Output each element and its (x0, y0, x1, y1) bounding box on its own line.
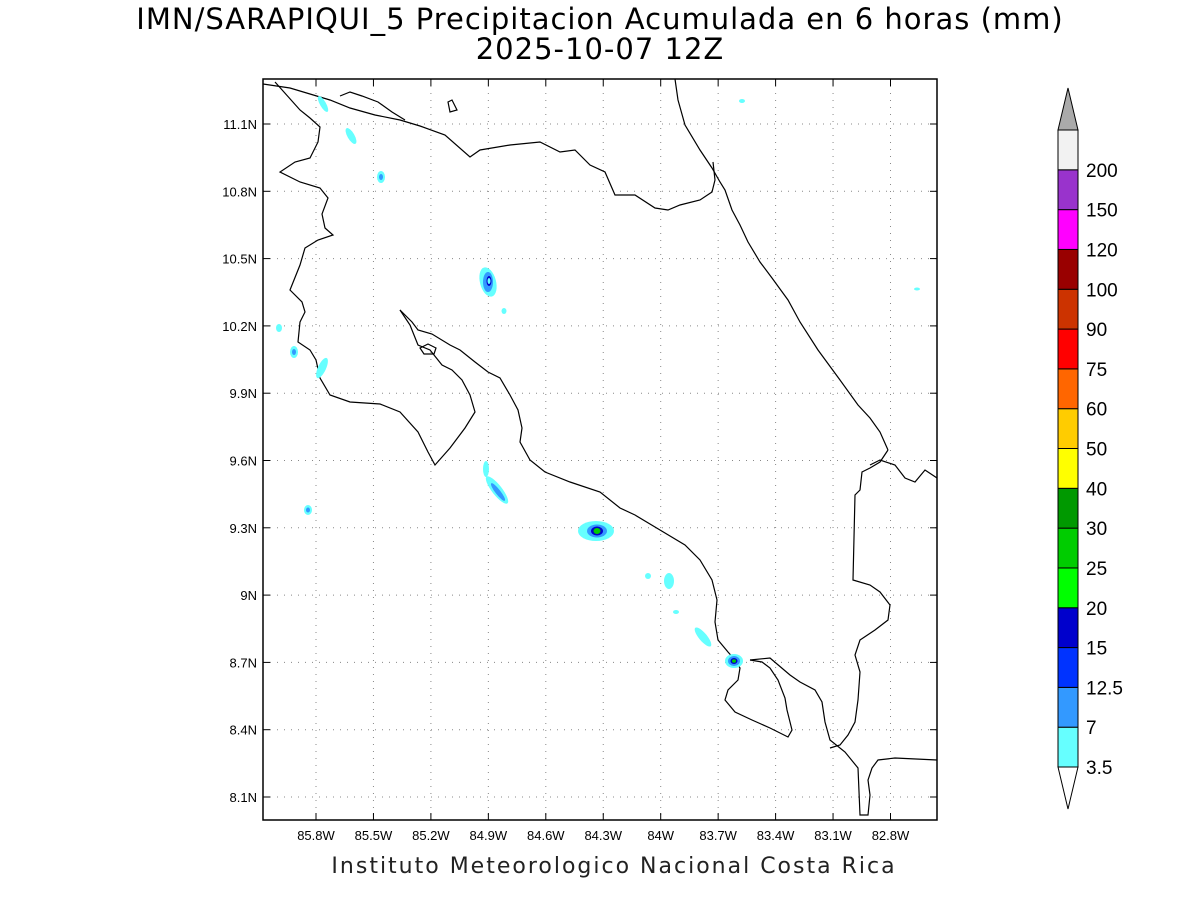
colorbar-swatch (1057, 527, 1079, 569)
colorbar-label: 50 (1086, 440, 1107, 461)
lake-nicaragua-shore (263, 83, 716, 211)
precipitation-overlay (276, 96, 920, 668)
rain-cell (377, 171, 385, 183)
panama-caribbean-coast (869, 459, 937, 483)
rain-cell (725, 654, 743, 668)
colorbar-under-triangle (1057, 766, 1079, 810)
longitude-label: 85.8W (297, 828, 335, 843)
rain-cell (914, 287, 920, 291)
latitude-axis: 11.1N 10.8N 10.5N 10.2N 9.9N 9.6N 9.3N 9N 8.7N 8.… (222, 117, 257, 805)
colorbar-label: 12.5 (1086, 678, 1123, 699)
colorbar-swatch (1057, 448, 1079, 489)
lake-island (447, 99, 458, 113)
colorbar-label: 25 (1086, 559, 1107, 580)
colorbar-label: 60 (1086, 400, 1107, 421)
longitude-label: 84.3W (584, 828, 622, 843)
colorbar-swatch (1057, 408, 1079, 449)
rain-cell (501, 308, 507, 314)
longitude-label: 84W (647, 828, 674, 843)
panama-border (829, 449, 891, 749)
colorbar-label: 150 (1086, 201, 1118, 222)
colorbar-label: 90 (1086, 320, 1107, 341)
rain-cell (317, 96, 329, 112)
rain-cell (645, 573, 651, 579)
rain-cell (276, 324, 282, 332)
caribbean-coastline (674, 79, 889, 451)
colorbar-label: 40 (1086, 479, 1107, 500)
longitude-label: 85.2W (412, 828, 450, 843)
latitude-label: 9.3N (230, 521, 257, 536)
colorbar-swatch (1057, 328, 1079, 370)
map-frame (262, 78, 938, 821)
latitude-label: 8.1N (230, 790, 257, 805)
nicoya-island (419, 343, 437, 355)
colorbar-label: 75 (1086, 360, 1107, 381)
rain-cell (290, 346, 298, 358)
colorbar-label: 30 (1086, 519, 1107, 540)
rain-cell (664, 573, 674, 589)
colorbar-swatch (1057, 129, 1079, 171)
colorbar-swatch (1057, 169, 1079, 211)
colorbar-label: 120 (1086, 240, 1118, 261)
rain-cell (694, 627, 712, 647)
longitude-label: 82.8W (872, 828, 910, 843)
latitude-label: 8.7N (230, 655, 257, 670)
rain-cell (739, 99, 745, 103)
rain-cell (578, 521, 614, 541)
colorbar-swatch (1057, 567, 1079, 609)
longitude-label: 84.6W (527, 828, 565, 843)
map-axis-ticks (263, 79, 937, 820)
map-title: IMN/SARAPIQUI_5 Precipitacion Acumulada … (136, 2, 1064, 36)
colorbar-swatch (1057, 647, 1079, 688)
colorbar-swatch (1057, 368, 1079, 410)
colorbar-label: 7 (1086, 718, 1097, 739)
colorbar-swatch (1057, 209, 1079, 250)
rain-cell (304, 505, 312, 515)
latitude-label: 10.2N (222, 319, 257, 334)
latitude-label: 9.6N (230, 454, 257, 469)
rain-cell (479, 267, 497, 297)
map-gridlines (263, 79, 937, 820)
colorbar-swatch (1057, 487, 1079, 529)
osa-peninsula-coast (749, 657, 937, 816)
pacific-headland (339, 91, 406, 121)
latitude-label: 8.4N (230, 723, 257, 738)
latitude-label: 9N (240, 588, 257, 603)
latitude-label: 11.1N (223, 117, 257, 132)
colorbar-swatch (1057, 607, 1079, 649)
colorbar-label: 3.5 (1086, 758, 1112, 779)
colorbar-swatch (1057, 288, 1079, 330)
colorbar-label: 20 (1086, 599, 1107, 620)
gulf-coastline (399, 309, 793, 738)
colorbar-swatch (1057, 726, 1079, 768)
latitude-label: 10.8N (222, 184, 257, 199)
colorbar-swatch (1057, 686, 1079, 728)
rain-cell (345, 128, 357, 144)
footer-credit: Instituto Meteorologico Nacional Costa R… (331, 854, 897, 879)
rain-cell (673, 610, 679, 614)
longitude-label: 83.7W (699, 828, 737, 843)
longitude-label: 83.4W (757, 828, 795, 843)
longitude-label: 85.5W (355, 828, 393, 843)
map-subtitle-date: 2025-10-07 12Z (475, 32, 725, 66)
longitude-label: 83.1W (814, 828, 852, 843)
longitude-label: 84.9W (470, 828, 508, 843)
colorbar-label: 15 (1086, 639, 1107, 660)
colorbar-legend: 3.5 7 12.5 15 20 25 30 40 50 60 75 90 100 120 150 200 (1057, 87, 1123, 810)
longitude-axis: 85.8W 85.5W 85.2W 84.9W 84.6W 84.3W 84W 83.7W 83… (297, 828, 910, 843)
colorbar-label: 100 (1086, 280, 1118, 301)
latitude-label: 10.5N (222, 252, 257, 267)
rain-cell (483, 461, 509, 504)
pacific-coastline (274, 81, 476, 467)
latitude-label: 9.9N (230, 386, 257, 401)
colorbar-over-triangle (1057, 87, 1079, 131)
colorbar-swatch (1057, 248, 1079, 290)
colorbar-label: 200 (1086, 161, 1118, 182)
rain-cell (316, 357, 328, 379)
coastline-group (263, 79, 937, 816)
